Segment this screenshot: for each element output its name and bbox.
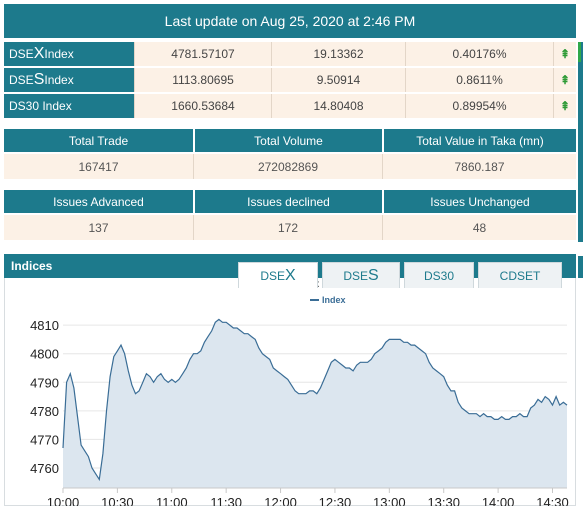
- issues-unchanged-header: Issues Unchanged: [382, 190, 576, 213]
- index-percent: 0.8611%: [405, 68, 553, 92]
- x-tick-label: 12:30: [319, 495, 352, 506]
- issues-declined-header: Issues declined: [193, 190, 382, 213]
- x-tick-label: 13:00: [373, 495, 406, 506]
- index-name-prefix: DSE: [9, 47, 34, 61]
- tab-label-prefix: CDSET: [499, 268, 541, 283]
- index-name-suffix: Index: [44, 73, 74, 87]
- up-arrows-icon: ⇞: [553, 94, 576, 118]
- issues-summary: Issues Advanced Issues declined Issues U…: [4, 190, 576, 240]
- x-tick-label: 11:30: [210, 495, 242, 506]
- side-accent-bar: [578, 42, 583, 242]
- y-tick-label: 4770: [30, 432, 59, 447]
- index-percent: 0.40176%: [405, 42, 553, 66]
- y-tick-label: 4780: [30, 404, 59, 419]
- x-tick-label: 10:00: [47, 495, 80, 506]
- index-name-letter: S: [33, 71, 45, 88]
- series-area-index: [63, 319, 567, 488]
- index-name[interactable]: DS30 Index: [4, 94, 134, 118]
- indices-panel: Indices 4760 4770 4780 4790 4800 4810 10:00 10:…: [4, 254, 576, 506]
- issues-unchanged-value: 48: [382, 215, 576, 240]
- index-name-suffix: Index: [44, 47, 74, 61]
- y-tick-label: 4800: [30, 347, 59, 362]
- index-percent: 0.89954%: [405, 94, 553, 118]
- total-volume-header: Total Volume: [193, 129, 382, 152]
- up-arrows-icon: ⇞: [553, 68, 576, 92]
- index-row: DS30 Index 1660.53684 14.80408 0.89954% ⇞: [4, 94, 576, 118]
- issues-advanced-value: 137: [88, 220, 109, 235]
- index-name-prefix: DSE: [9, 73, 34, 87]
- tab-label-letter: S: [368, 266, 379, 284]
- index-row: DSE X Index 4781.57107 19.13362 0.40176% ⇞: [4, 42, 576, 66]
- tab-label-letter: X: [285, 266, 296, 284]
- side-accent-bar-2: [578, 256, 583, 278]
- tab-label-prefix: DSE: [260, 268, 285, 283]
- index-name-letter: X: [33, 45, 45, 62]
- tab-cdset[interactable]: CDSET: [478, 262, 562, 288]
- index-change: 19.13362: [271, 42, 405, 66]
- y-tick-label: 4790: [30, 375, 59, 390]
- tab-dses[interactable]: DSE S: [322, 262, 400, 288]
- x-tick-label: 13:30: [427, 495, 460, 506]
- tab-dsex[interactable]: DSE X: [238, 262, 318, 288]
- trade-summary: Total Trade Total Volume Total Value in …: [4, 129, 576, 179]
- tab-label-prefix: DSE: [343, 268, 368, 283]
- index-value: 1113.80695: [134, 68, 271, 92]
- legend-label-index: Index: [322, 295, 346, 305]
- issues-declined-value: 172: [193, 215, 382, 240]
- index-change: 9.50914: [271, 68, 405, 92]
- index-change: 14.80408: [271, 94, 405, 118]
- x-tick-label: 11:00: [156, 495, 188, 506]
- index-value: 1660.53684: [134, 94, 271, 118]
- index-row: DSE S Index 1113.80695 9.50914 0.8611% ⇞: [4, 68, 576, 92]
- total-volume-value: 272082869: [193, 154, 382, 179]
- index-name[interactable]: DSE X Index: [4, 42, 134, 66]
- index-summary-table: DSE X Index 4781.57107 19.13362 0.40176% ⇞ DSE…: [4, 42, 576, 120]
- x-tick-label: 14:30: [536, 495, 569, 506]
- last-update-banner: Last update on Aug 25, 2020 at 2:46 PM: [4, 4, 576, 38]
- total-trade-value: 167417: [78, 159, 119, 174]
- series-line-index: [62, 318, 568, 482]
- tab-label-prefix: DS30: [423, 268, 455, 283]
- index-name-prefix: DS30 Index: [9, 99, 72, 113]
- y-tick-label: 4760: [30, 461, 59, 476]
- total-trade-header: Total Trade: [4, 129, 193, 152]
- index-chart: 4760 4770 4780 4790 4800 4810 10:00 10:30 11:00 1…: [30, 279, 569, 506]
- issues-advanced-header: Issues Advanced: [4, 190, 193, 213]
- side-accent-green: [578, 42, 581, 62]
- index-tabs: DSE X DSE S DS30 CDSET: [238, 262, 562, 288]
- x-tick-label: 10:30: [101, 495, 134, 506]
- total-value-header: Total Value in Taka (mn): [382, 129, 576, 152]
- up-arrows-icon: ⇞: [553, 42, 576, 66]
- x-tick-label: 12:00: [264, 495, 297, 506]
- y-tick-label: 4810: [30, 318, 59, 333]
- index-value: 4781.57107: [134, 42, 271, 66]
- indices-title: Indices: [11, 259, 53, 273]
- chart-frame: 4760 4770 4780 4790 4800 4810 10:00 10:30 11:00 1…: [4, 278, 576, 506]
- last-update-text: Last update on Aug 25, 2020 at 2:46 PM: [164, 13, 416, 29]
- index-name[interactable]: DSE S Index: [4, 68, 134, 92]
- x-tick-label: 14:00: [482, 495, 515, 506]
- tab-ds30[interactable]: DS30: [404, 262, 474, 288]
- total-value-value: 7860.187: [382, 154, 576, 179]
